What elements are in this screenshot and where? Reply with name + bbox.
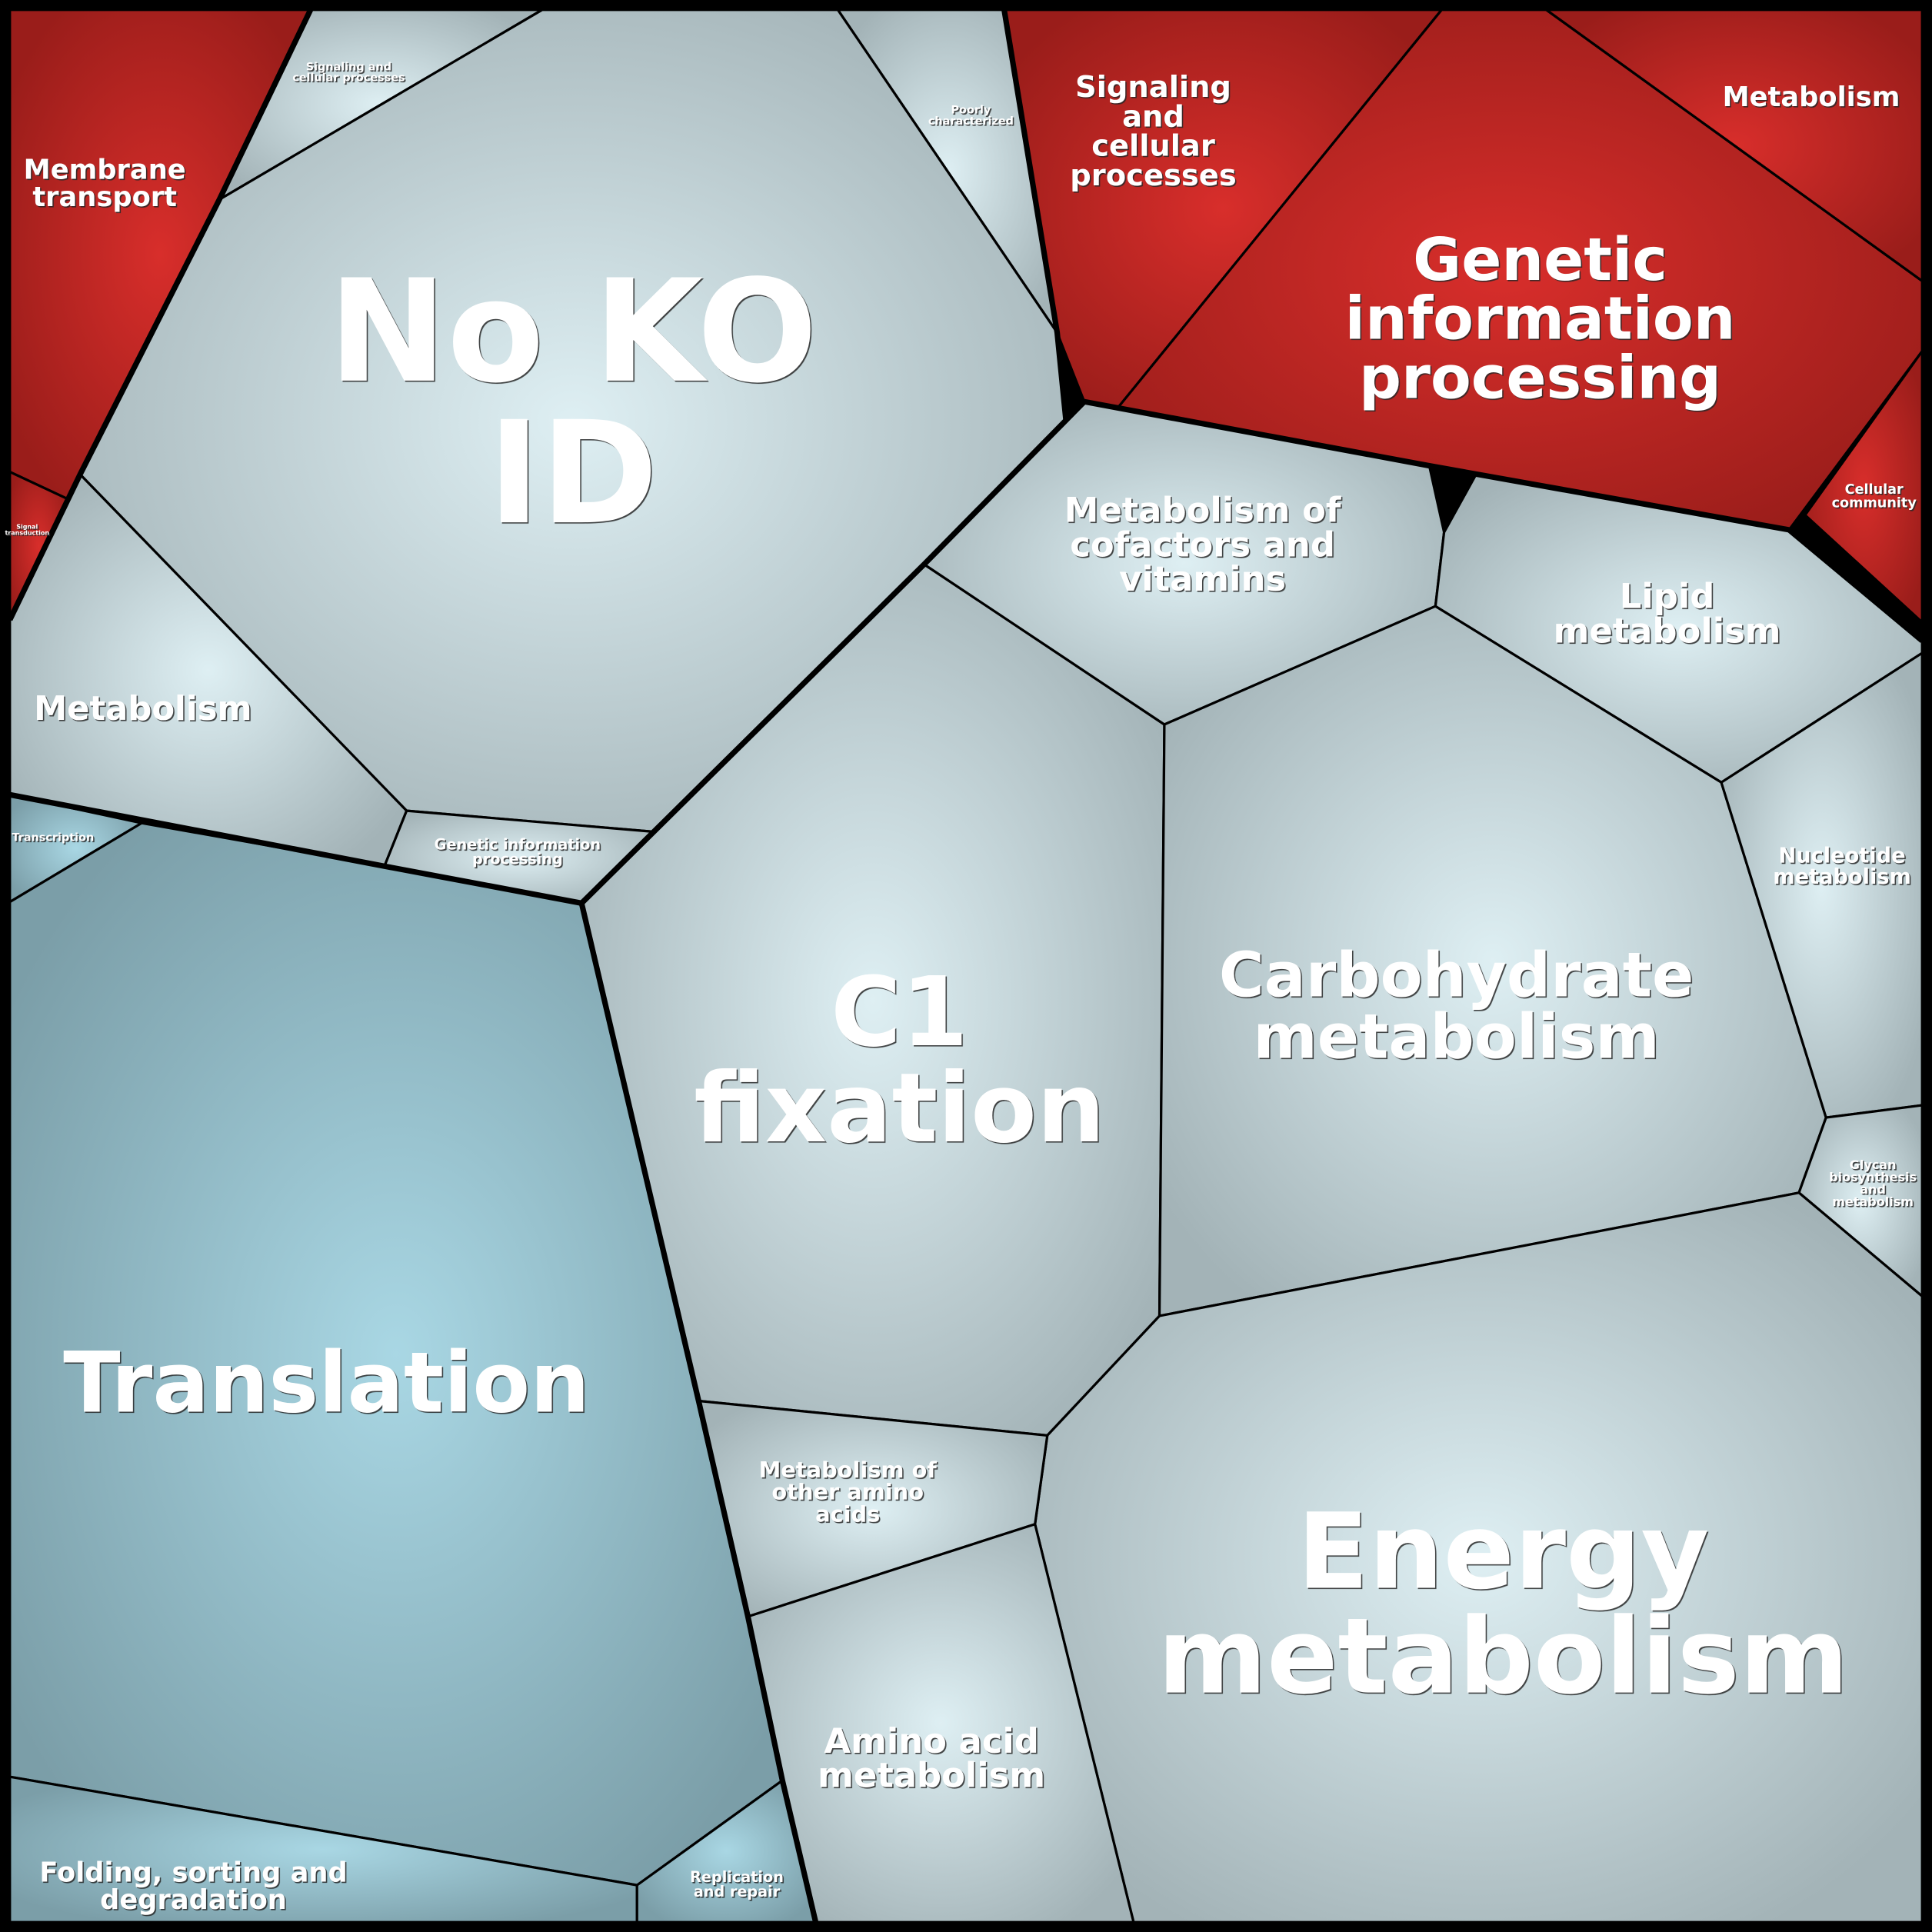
cell-label: Lipid bbox=[1620, 576, 1715, 617]
cell-label: Replication bbox=[690, 1868, 784, 1886]
cell-label: characterized bbox=[928, 115, 1014, 128]
cell-label: Metabolism of bbox=[1064, 489, 1341, 530]
cell-label: processing bbox=[1359, 345, 1721, 413]
cell-label: Energy bbox=[1297, 1491, 1710, 1613]
cell-label: Folding, sorting and bbox=[39, 1857, 347, 1889]
cell-label: information bbox=[1345, 285, 1736, 354]
cell-label: cellular processes bbox=[292, 72, 405, 85]
cell-label: degradation bbox=[100, 1884, 287, 1916]
cell-label: metabolism bbox=[818, 1755, 1045, 1796]
cell-label: processes bbox=[1070, 158, 1236, 193]
cells bbox=[8, 8, 1924, 1924]
cell-label: metabolism bbox=[1158, 1597, 1848, 1718]
cell-label: cofactors and bbox=[1070, 524, 1335, 565]
cell-label: and repair bbox=[694, 1883, 781, 1900]
cell-label: cellular bbox=[1091, 129, 1215, 164]
cell-label: Signaling bbox=[1075, 70, 1231, 105]
cell-label: metabolism bbox=[1832, 1194, 1914, 1209]
cell-label: metabolism bbox=[1554, 610, 1781, 651]
cell-label: Metabolism bbox=[1723, 82, 1900, 113]
border bbox=[578, 902, 819, 1924]
cell-label: fixation bbox=[694, 1053, 1105, 1164]
cell-label: Membrane bbox=[24, 155, 186, 186]
cell-label: Nucleotide bbox=[1779, 844, 1906, 868]
cell-label: C1 bbox=[831, 957, 968, 1068]
cell-label: Transcription bbox=[12, 831, 94, 844]
cell-label: processing bbox=[472, 851, 563, 868]
cell-label: and bbox=[1122, 99, 1184, 134]
cell-label: acids bbox=[815, 1501, 880, 1527]
cell-label: other amino bbox=[771, 1479, 924, 1505]
cell-label: Amino acid bbox=[824, 1720, 1038, 1761]
cell-label: Signal bbox=[16, 523, 38, 530]
cell-label: ID bbox=[488, 391, 658, 556]
cell-label: transduction bbox=[5, 529, 49, 536]
cell-label: Genetic information bbox=[435, 836, 601, 854]
cell-label: Translation bbox=[63, 1334, 590, 1431]
cell-label: Metabolism of bbox=[759, 1457, 938, 1483]
cell-label: Genetic bbox=[1413, 226, 1667, 295]
cell-label: transport bbox=[32, 182, 177, 213]
cell-label: metabolism bbox=[1253, 1001, 1660, 1073]
cell-label: Cellular bbox=[1845, 482, 1904, 498]
cell-label: and bbox=[1860, 1182, 1886, 1197]
cell-label: vitamins bbox=[1119, 558, 1286, 599]
cell-label: Poorly bbox=[951, 104, 991, 116]
cell-label: community bbox=[1832, 495, 1917, 511]
cell-label: No KO bbox=[328, 250, 818, 415]
cell-label: metabolism bbox=[1773, 865, 1911, 889]
cell-label: Metabolism bbox=[34, 690, 251, 728]
cell-label: Glycan bbox=[1850, 1158, 1897, 1172]
cell-label: biosynthesis bbox=[1829, 1170, 1917, 1184]
cell-label: Signaling and bbox=[306, 61, 391, 73]
cell-label: Carbohydrate bbox=[1219, 940, 1694, 1011]
border bbox=[7, 8, 313, 621]
